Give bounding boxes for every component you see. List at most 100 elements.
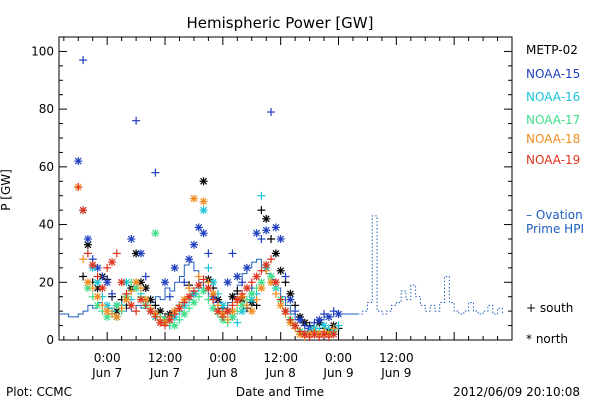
y-tick-label: 20: [39, 275, 54, 289]
point-south-noaa-15: [165, 292, 174, 301]
point-north-noaa-19: [204, 284, 213, 293]
point-north-metp-02: [271, 249, 280, 258]
point-south-noaa-19: [83, 249, 92, 258]
point-north-noaa-19: [320, 330, 329, 339]
point-south-metp-02: [233, 286, 242, 295]
point-north-noaa-19: [146, 307, 155, 316]
point-north-noaa-19: [233, 295, 242, 304]
point-south-noaa-19: [276, 295, 285, 304]
legend-item-noaa-15: NOAA-15: [526, 67, 580, 81]
x-axis-label: Date and Time: [236, 385, 324, 399]
point-south-metp-02: [79, 272, 88, 281]
point-north-noaa-15: [315, 315, 324, 324]
point-north-noaa-19: [156, 318, 165, 327]
point-north-noaa-15: [83, 235, 92, 243]
legend-item-metp-02: METP-02: [526, 43, 578, 57]
legend-item-noaa-18: NOAA-18: [526, 132, 580, 146]
point-south-noaa-16: [204, 263, 213, 272]
point-north-noaa-19: [165, 315, 174, 324]
point-south-noaa-18: [117, 304, 126, 313]
point-south-noaa-19: [170, 310, 179, 319]
y-tick-label: 0: [46, 333, 54, 347]
point-north-noaa-19: [300, 330, 309, 339]
point-south-noaa-19: [209, 295, 218, 304]
x-tick-date-label: Jun 7: [149, 366, 180, 380]
point-north-noaa-19: [262, 260, 271, 269]
point-north-noaa-19: [310, 330, 319, 339]
point-north-noaa-15: [223, 278, 232, 287]
point-north-noaa-19: [194, 281, 203, 290]
point-north-noaa-15: [233, 272, 242, 281]
point-south-noaa-18: [79, 255, 88, 264]
point-north-noaa-19: [98, 284, 107, 293]
point-north-noaa-18: [112, 312, 121, 321]
ovation-dotted-segment: [357, 215, 503, 315]
point-north-noaa-19: [252, 272, 261, 281]
point-south-noaa-16: [233, 318, 242, 327]
point-north-metp-02: [199, 177, 208, 186]
point-south-noaa-15: [281, 272, 290, 281]
legend-south-marker: + south: [526, 301, 573, 315]
point-north-noaa-17: [112, 301, 121, 310]
point-north-noaa-17: [151, 229, 160, 238]
point-south-noaa-18: [127, 286, 136, 295]
x-tick-date-label: Jun 9: [380, 366, 411, 380]
point-south-noaa-18: [242, 301, 251, 310]
point-south-noaa-19: [93, 272, 102, 281]
point-south-noaa-19: [218, 312, 227, 321]
legend-ovation-line1: – Ovation: [526, 208, 583, 222]
y-tick-label: 60: [39, 160, 54, 174]
point-south-noaa-19: [267, 255, 276, 264]
point-north-noaa-19: [175, 304, 184, 313]
point-north-noaa-15: [170, 263, 179, 272]
y-tick-label: 80: [39, 102, 54, 116]
point-south-noaa-16: [334, 321, 343, 330]
point-south-noaa-15: [132, 116, 141, 125]
point-south-noaa-19: [189, 286, 198, 295]
legend-item-noaa-17: NOAA-17: [526, 113, 580, 127]
legend-ovation-line2: Prime HPI: [526, 222, 584, 236]
y-tick-label: 40: [39, 218, 54, 232]
point-north-noaa-19: [117, 278, 126, 287]
point-south-noaa-19: [132, 307, 141, 316]
point-north-noaa-15: [103, 278, 112, 287]
point-north-noaa-15: [194, 223, 203, 232]
point-south-noaa-19: [141, 301, 150, 310]
point-south-metp-02: [267, 235, 276, 243]
point-south-noaa-15: [238, 278, 247, 287]
point-south-noaa-15: [267, 108, 276, 117]
point-north-noaa-15: [136, 249, 145, 258]
point-south-noaa-15: [228, 249, 237, 258]
point-north-noaa-16: [218, 301, 227, 310]
point-south-noaa-19: [151, 312, 160, 321]
x-tick-date-label: Jun 8: [265, 366, 296, 380]
point-north-noaa-19: [185, 292, 194, 301]
point-south-noaa-18: [185, 284, 194, 293]
point-north-noaa-16: [199, 206, 208, 215]
point-south-metp-02: [151, 301, 160, 310]
point-north-noaa-19: [88, 260, 97, 269]
point-south-metp-02: [257, 206, 266, 215]
point-south-noaa-18: [223, 315, 232, 324]
point-south-noaa-19: [257, 266, 266, 275]
point-north-noaa-19: [281, 307, 290, 316]
y-axis-label: P [GW]: [0, 169, 13, 211]
point-north-noaa-18: [189, 194, 198, 203]
point-north-noaa-18: [93, 292, 102, 301]
x-tick-time-label: 12:00: [148, 351, 183, 365]
chart-title: Hemispheric Power [GW]: [187, 14, 374, 32]
point-south-noaa-15: [257, 235, 266, 243]
point-north-noaa-19: [242, 284, 251, 293]
point-north-noaa-18: [276, 301, 285, 310]
point-north-noaa-18: [257, 284, 266, 293]
point-south-noaa-17: [185, 304, 194, 313]
point-south-noaa-19: [180, 298, 189, 307]
y-tick-label: 100: [31, 44, 54, 58]
point-north-noaa-15: [252, 229, 261, 238]
point-north-noaa-15: [185, 255, 194, 264]
point-north-noaa-15: [286, 295, 295, 304]
point-north-noaa-15: [271, 223, 280, 232]
point-south-noaa-19: [161, 321, 170, 330]
point-south-noaa-16: [257, 191, 266, 200]
